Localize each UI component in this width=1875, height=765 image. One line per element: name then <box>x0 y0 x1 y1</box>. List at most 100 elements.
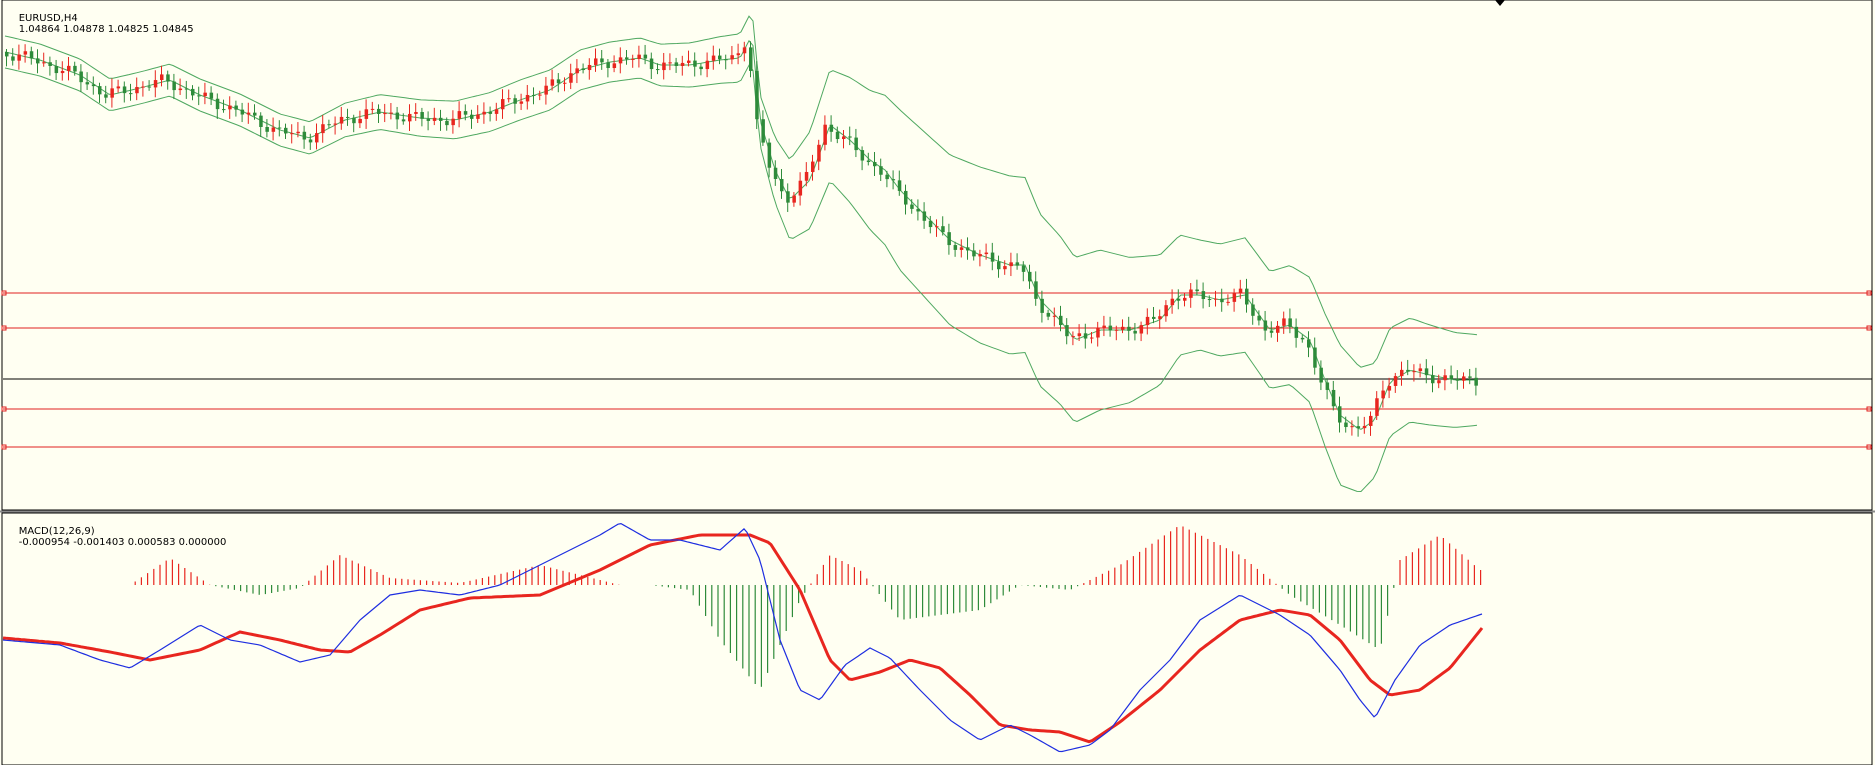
bear-candle <box>1127 326 1131 331</box>
bull-candle <box>978 254 982 257</box>
bull-candle <box>1232 292 1237 302</box>
level-marker-left <box>1 406 7 412</box>
bear-candle <box>54 66 59 74</box>
bull-candle <box>1369 415 1373 426</box>
bull-candle <box>1003 266 1007 270</box>
bull-candle <box>457 111 462 119</box>
bull-candle <box>687 60 691 63</box>
bear-candle <box>222 109 226 111</box>
bear-candle <box>470 114 474 119</box>
macd-info: MACD(12,26,9) -0.000954 -0.001403 0.0005… <box>6 515 227 559</box>
level-marker-right <box>1866 290 1872 296</box>
bear-candle <box>172 81 176 91</box>
bull-candle <box>1145 316 1150 326</box>
bear-candle <box>928 220 933 228</box>
bull-candle <box>1381 390 1385 399</box>
bull-candle <box>507 98 511 100</box>
bear-candle <box>1294 326 1299 338</box>
bull-candle <box>1164 305 1168 317</box>
bull-candle <box>110 88 114 98</box>
bull-candle <box>482 111 486 115</box>
bull-candle <box>935 226 939 228</box>
bear-candle <box>1195 289 1199 292</box>
bull-candle <box>135 86 139 94</box>
bear-candle <box>265 127 269 132</box>
bull-candle <box>42 62 46 64</box>
bull-candle <box>1102 325 1106 329</box>
bear-candle <box>327 124 331 126</box>
bull-candle <box>1090 337 1094 339</box>
bull-candle <box>494 109 499 114</box>
bollinger-middle-band <box>4 39 1477 430</box>
bear-candle <box>401 119 406 122</box>
bear-candle <box>606 62 610 69</box>
bull-candle <box>705 60 710 70</box>
macd-main-line <box>2 522 1483 753</box>
bear-candle <box>1455 378 1460 381</box>
bear-candle <box>581 68 586 71</box>
bear-candle <box>897 180 902 191</box>
bull-candle <box>544 85 548 95</box>
bull-candle <box>984 252 989 255</box>
bull-candle <box>668 62 672 64</box>
level-marker-left <box>1 290 7 296</box>
bull-candle <box>538 94 542 96</box>
bear-candle <box>674 62 679 66</box>
bear-candle <box>922 211 927 221</box>
bear-candle <box>129 93 133 95</box>
bear-candle <box>767 142 772 168</box>
bear-candle <box>1083 333 1088 339</box>
bear-candle <box>1065 325 1069 337</box>
bull-candle <box>116 86 121 89</box>
bull-candle <box>1418 368 1423 372</box>
bear-candle <box>1220 298 1224 303</box>
level-marker-right <box>1866 406 1872 412</box>
bull-candle <box>370 108 375 110</box>
bull-candle <box>550 79 555 86</box>
bull-candle <box>321 124 325 134</box>
bull-candle <box>1437 380 1441 384</box>
bull-candle <box>1189 289 1193 298</box>
bear-candle <box>1288 318 1292 327</box>
bear-candle <box>240 109 245 115</box>
bull-candle <box>1393 376 1398 386</box>
bear-candle <box>891 179 896 181</box>
bear-candle <box>1431 375 1435 384</box>
bull-candle <box>804 171 809 181</box>
bear-candle <box>1338 406 1342 423</box>
bull-candle <box>23 51 28 55</box>
bear-candle <box>5 52 9 57</box>
bull-candle <box>525 94 530 102</box>
bull-candle <box>1214 298 1218 300</box>
bear-candle <box>1021 265 1026 272</box>
bear-candle <box>854 137 858 151</box>
bear-candle <box>556 79 561 84</box>
bear-candle <box>699 66 703 70</box>
bull-candle <box>315 133 319 143</box>
bull-candle <box>1158 316 1162 319</box>
level-marker-left <box>1 325 7 331</box>
bear-candle <box>1344 422 1348 428</box>
bear-candle <box>1108 325 1113 331</box>
bear-candle <box>1034 281 1038 299</box>
bear-candle <box>104 94 108 98</box>
bear-candle <box>234 105 238 110</box>
bull-candle <box>67 65 71 71</box>
bull-candle <box>153 80 158 88</box>
bear-candle <box>48 62 52 67</box>
bear-candle <box>445 120 449 126</box>
bull-candle <box>569 73 573 83</box>
bear-candle <box>773 167 778 179</box>
bear-candle <box>463 111 468 115</box>
bear-candle <box>79 71 83 83</box>
bear-candle <box>1257 315 1261 321</box>
bull-candle <box>1052 315 1057 317</box>
bull-candle <box>575 68 579 74</box>
bull-candle <box>1238 288 1243 293</box>
bear-candle <box>191 88 195 96</box>
bull-candle <box>1009 262 1013 267</box>
ohlc-label: 1.04864 1.04878 1.04825 1.04845 <box>18 24 194 35</box>
bear-candle <box>860 150 865 161</box>
